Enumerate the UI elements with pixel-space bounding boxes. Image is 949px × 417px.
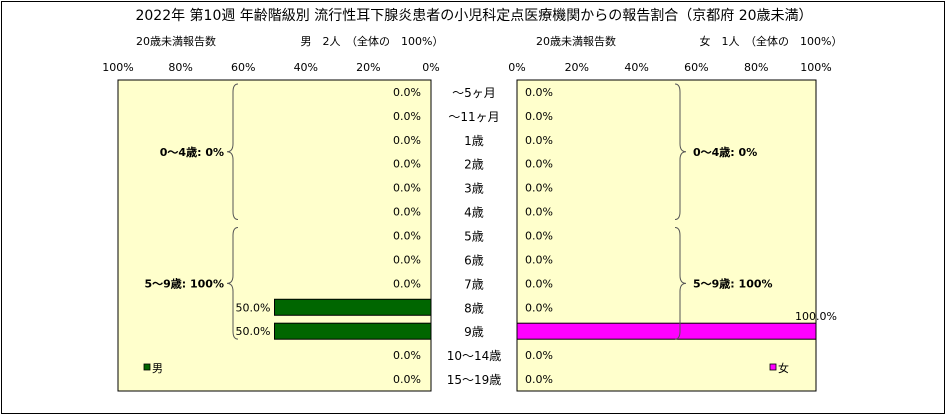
data-label-left: 0.0% <box>393 349 421 362</box>
data-label-left: 0.0% <box>393 277 421 290</box>
left-plot-area <box>117 79 432 392</box>
category-label: 8歳 <box>464 301 484 315</box>
left-x-tick-label: 80% <box>168 61 192 74</box>
data-label-right: 0.0% <box>525 277 553 290</box>
category-label: 3歳 <box>464 182 484 196</box>
data-label-left: 0.0% <box>393 206 421 219</box>
age-bracket-right <box>674 83 687 221</box>
data-label-left: 0.0% <box>393 253 421 266</box>
legend-swatch-left <box>143 363 151 371</box>
right-x-tick-label: 20% <box>565 61 589 74</box>
data-label-left: 50.0% <box>236 301 271 314</box>
data-label-right: 0.0% <box>525 301 553 314</box>
left-header-label: 20歳未満報告数 <box>136 35 216 48</box>
data-label-right: 0.0% <box>525 349 553 362</box>
age-bracket-left <box>226 227 239 340</box>
right-x-tick-label: 100% <box>800 61 831 74</box>
data-label-left: 50.0% <box>236 325 271 338</box>
category-label: 9歳 <box>464 325 484 339</box>
right-header-count: 女 1人 （全体の 100%） <box>700 34 843 48</box>
left-x-tick-label: 0% <box>422 61 439 74</box>
category-label: 1歳 <box>464 134 484 148</box>
right-x-tick-label: 60% <box>684 61 708 74</box>
category-label: 10～14歳 <box>447 349 502 363</box>
data-label-left: 0.0% <box>393 158 421 171</box>
category-label: 15～19歳 <box>447 373 502 387</box>
data-label-right: 0.0% <box>525 86 553 99</box>
category-label: 4歳 <box>464 206 484 220</box>
age-bracket-right <box>674 227 687 340</box>
data-label-right: 100.0% <box>795 310 837 323</box>
data-label-right: 0.0% <box>525 182 553 195</box>
legend-label-left: 男 <box>152 362 163 375</box>
data-label-right: 0.0% <box>525 134 553 147</box>
data-label-left: 0.0% <box>393 110 421 123</box>
data-label-left: 0.0% <box>393 230 421 243</box>
category-label: 2歳 <box>464 158 484 172</box>
category-label: 6歳 <box>464 253 484 267</box>
data-label-right: 0.0% <box>525 110 553 123</box>
data-label-left: 0.0% <box>393 134 421 147</box>
category-label: 5歳 <box>464 230 484 244</box>
chart-title: 2022年 第10週 年齢階級別 流行性耳下腺炎患者の小児科定点医療機関からの報… <box>135 7 812 24</box>
bar-right <box>516 322 817 340</box>
data-label-right: 0.0% <box>525 158 553 171</box>
right-plot-area <box>516 79 817 392</box>
legend-swatch-right <box>769 363 777 371</box>
data-label-left: 0.0% <box>393 86 421 99</box>
category-label: 7歳 <box>464 277 484 291</box>
bracket-label-right: 0～4歳: 0% <box>693 145 757 159</box>
age-bracket-left <box>226 83 239 221</box>
left-header-count: 男 2人 （全体の 100%） <box>301 34 444 48</box>
data-label-right: 0.0% <box>525 206 553 219</box>
legend-label-right: 女 <box>778 361 789 375</box>
left-x-tick-label: 40% <box>294 61 318 74</box>
right-header-label: 20歳未満報告数 <box>536 35 616 48</box>
left-x-tick-label: 100% <box>102 61 133 74</box>
bracket-label-right: 5～9歳: 100% <box>693 276 773 290</box>
right-x-tick-label: 80% <box>744 61 768 74</box>
bracket-label-left: 5～9歳: 100% <box>144 276 224 290</box>
left-x-tick-label: 20% <box>356 61 380 74</box>
left-x-tick-label: 60% <box>231 61 255 74</box>
data-label-left: 0.0% <box>393 373 421 386</box>
data-label-right: 0.0% <box>525 230 553 243</box>
bracket-label-left: 0～4歳: 0% <box>160 145 224 159</box>
category-label: ～11ヶ月 <box>448 110 499 124</box>
data-label-right: 0.0% <box>525 373 553 386</box>
right-x-tick-label: 0% <box>508 61 525 74</box>
data-label-left: 0.0% <box>393 182 421 195</box>
bar-left <box>274 322 432 340</box>
data-label-right: 0.0% <box>525 253 553 266</box>
right-x-tick-label: 40% <box>624 61 648 74</box>
category-label: ～5ヶ月 <box>452 86 496 100</box>
bar-left <box>274 298 432 316</box>
